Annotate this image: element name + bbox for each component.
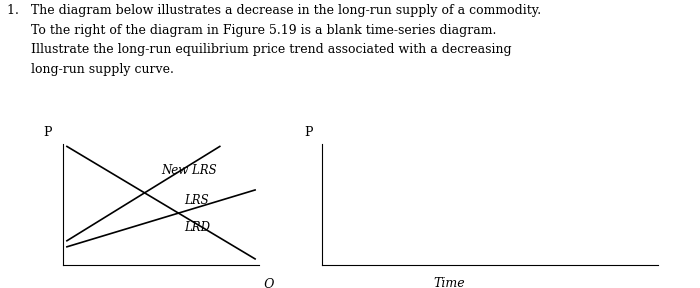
Text: Illustrate the long-run equilibrium price trend associated with a decreasing: Illustrate the long-run equilibrium pric… (7, 43, 512, 56)
Text: 1.   The diagram below illustrates a decrease in the long-run supply of a commod: 1. The diagram below illustrates a decre… (7, 4, 541, 17)
Text: long-run supply curve.: long-run supply curve. (7, 63, 174, 76)
Text: Q: Q (264, 277, 274, 288)
Text: P: P (304, 126, 313, 139)
Text: LRD: LRD (185, 221, 211, 234)
Text: To the right of the diagram in Figure 5.19 is a blank time-series diagram.: To the right of the diagram in Figure 5.… (7, 24, 496, 37)
Text: LRS: LRS (185, 194, 209, 207)
Text: Time: Time (434, 277, 466, 288)
Text: P: P (43, 126, 52, 139)
Text: New LRS: New LRS (161, 164, 216, 177)
